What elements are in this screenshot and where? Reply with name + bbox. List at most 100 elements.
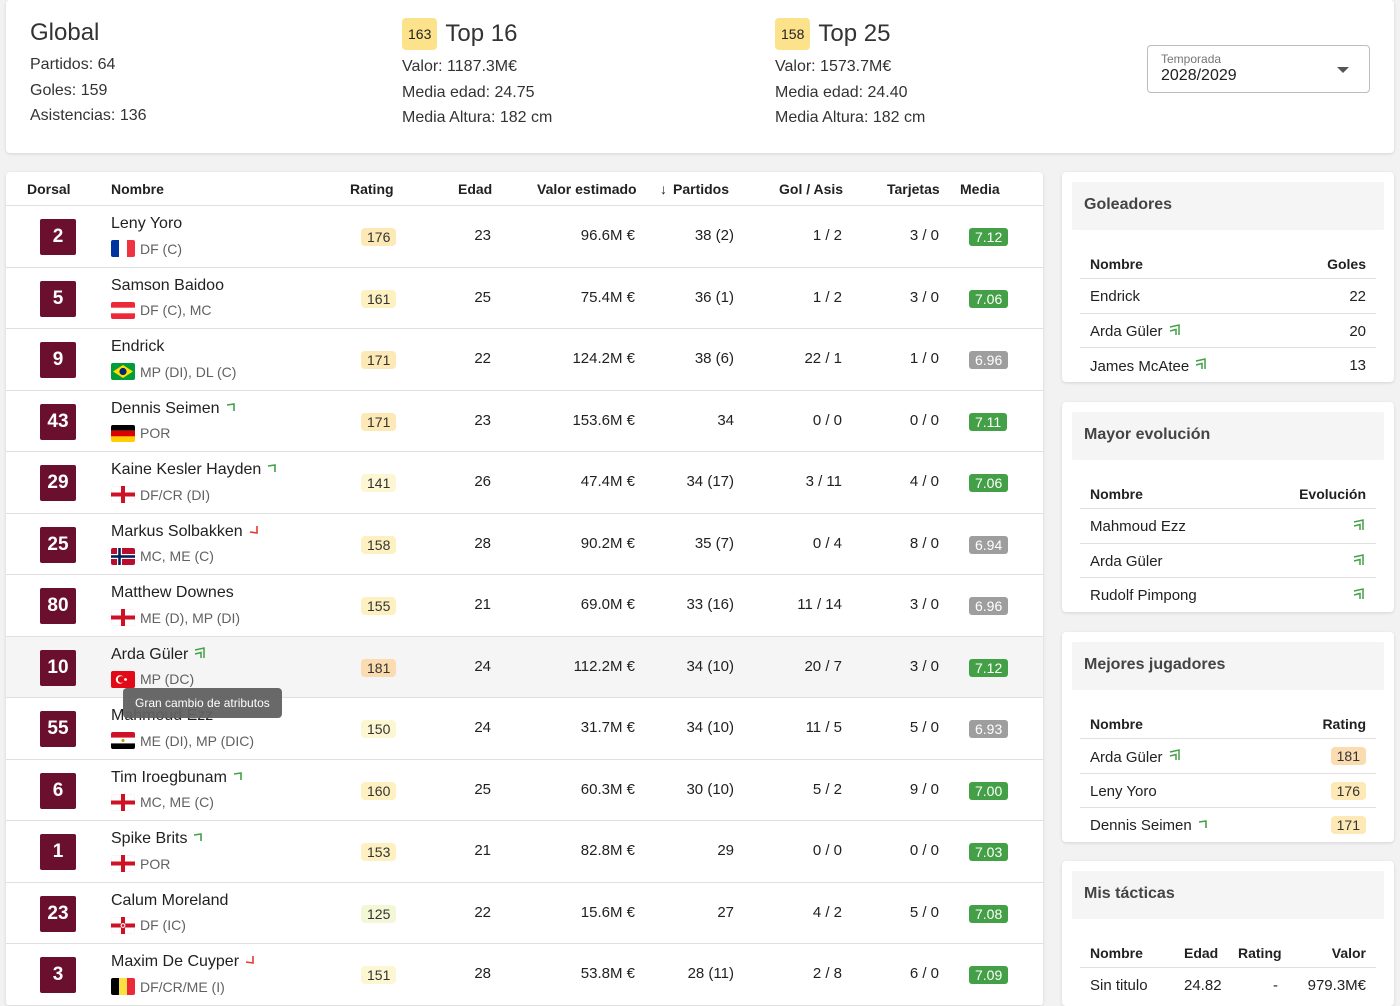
table-row[interactable]: 1 Spike Brits POR 153 21 82.8M € 29 0 / … [6,821,1043,883]
player-name[interactable]: Calum Moreland [111,892,228,910]
dorsal-badge: 3 [40,957,76,993]
table-row[interactable]: 2 Leny Yoro DF (C) 176 23 96.6M € 38 (2)… [6,206,1043,268]
trend-double-up-icon [1168,748,1182,766]
trend-up-icon [192,830,204,848]
table-row[interactable]: 10 Arda Güler MP (DC) 181 24 112.2M € 34… [6,636,1043,698]
evolucion-name[interactable]: Mahmoud Ezz [1090,518,1186,535]
evolucion-row[interactable]: Rudolf Pimpong [1080,578,1376,613]
mejores-name[interactable]: Leny Yoro [1090,783,1157,800]
tacticas-col-edad[interactable]: Edad [1184,945,1219,961]
media-chip: 7.09 [969,966,1009,984]
mejores-row[interactable]: Arda Güler 181 [1080,739,1376,774]
col-edad[interactable]: Edad [458,181,493,197]
goleadores-row[interactable]: Arda Güler 20 [1080,314,1376,348]
chevron-down-icon[interactable] [1337,67,1349,73]
col-media[interactable]: Media [960,181,1000,197]
goleadores-col-goles[interactable]: Goles [1327,256,1366,272]
table-row[interactable]: 80 Matthew Downes ME (D), MP (DI) 155 21… [6,575,1043,637]
table-row[interactable]: 25 Markus Solbakken MC, ME (C) 158 28 90… [6,514,1043,575]
matches-cell: 34 [717,411,734,429]
col-dorsal[interactable]: Dorsal [27,181,71,197]
player-name[interactable]: Kaine Kesler Hayden [111,461,278,479]
dorsal-badge: 43 [40,403,76,440]
dorsal-badge: 2 [40,219,76,255]
player-position: MP (DI), DL (C) [111,363,236,380]
mejores-col-rating[interactable]: Rating [1322,716,1366,732]
tacticas-row[interactable]: Sin titulo 24.82 - 979.3M€ [1080,968,1376,1003]
player-name[interactable]: Samson Baidoo [111,277,224,295]
player-name[interactable]: Matthew Downes [111,584,234,602]
table-row[interactable]: 23 Calum Moreland DF (IC) 125 22 15.6M €… [6,883,1043,944]
player-name[interactable]: Leny Yoro [111,215,182,233]
goleadores-name[interactable]: Endrick [1090,288,1140,305]
value-cell: 15.6M € [580,903,635,921]
table-row[interactable]: 6 Tim Iroegbunam MC, ME (C) 160 25 60.3M… [6,760,1043,821]
value-cell: 53.8M € [580,965,635,982]
goleadores-col-nombre[interactable]: Nombre [1090,256,1143,272]
top25-height: Media Altura: 182 cm [775,109,926,126]
col-partidos[interactable]: ↓ Partidos [660,181,729,197]
age-cell: 28 [474,965,491,982]
col-valor[interactable]: Valor estimado [537,181,637,197]
player-name-text: Kaine Kesler Hayden [111,461,262,478]
goals-assists-cell: 22 / 1 [804,350,842,367]
col-partidos-label: Partidos [673,181,730,197]
goleadores-row[interactable]: James McAtee 13 [1080,348,1376,383]
matches-cell: 35 (7) [694,534,734,552]
value-cell: 82.8M € [580,842,635,859]
player-position-text: MP (DC) [140,671,195,687]
col-tarjetas[interactable]: Tarjetas [887,181,940,197]
evolucion-name[interactable]: Arda Güler [1090,553,1163,570]
table-row[interactable]: 9 Endrick MP (DI), DL (C) 171 22 124.2M … [6,329,1043,391]
top16-value: Valor: 1187.3M€ [402,58,518,75]
matches-cell: 36 (1) [694,288,734,306]
evolucion-name[interactable]: Rudolf Pimpong [1090,587,1197,604]
evolucion-row[interactable]: Arda Güler [1080,544,1376,578]
player-name[interactable]: Arda Güler [111,646,207,665]
mejores-col-nombre[interactable]: Nombre [1090,716,1143,732]
player-name-text: Tim Iroegbunam [111,768,227,786]
player-position-text: DF/CR (DI) [140,486,210,503]
age-cell: 25 [474,780,491,798]
table-row[interactable]: 5 Samson Baidoo DF (C), MC 161 25 75.4M … [6,268,1043,329]
goleadores-name[interactable]: James McAtee [1090,357,1208,375]
player-position: ME (DI), MP (DIC) [111,732,254,749]
player-position-text: MP (DI), DL (C) [140,363,237,380]
goals-assists-cell: 11 / 5 [805,719,842,736]
player-name[interactable]: Tim Iroegbunam [111,769,244,787]
player-name[interactable]: Maxim De Cuyper [111,953,256,971]
evolucion-col-nombre[interactable]: Nombre [1090,486,1143,502]
goleadores-name[interactable]: Arda Güler [1090,323,1182,341]
value-cell: 60.3M € [580,780,635,798]
player-name-text: Arda Güler [111,646,189,663]
season-select[interactable]: Temporada 2028/2029 [1147,45,1370,93]
rating-chip: 125 [361,904,397,923]
col-nombre[interactable]: Nombre [111,181,164,197]
goleadores-row[interactable]: Endrick 22 [1080,279,1376,314]
media-chip: 7.11 [969,412,1008,431]
tacticas-col-rating[interactable]: Rating [1238,945,1282,961]
player-name[interactable]: Endrick [111,338,164,356]
col-rating[interactable]: Rating [350,181,394,197]
belgium-flag-icon [111,978,135,995]
matches-cell: 27 [717,903,734,921]
table-row[interactable]: 43 Dennis Seimen POR 171 23 153.6M € 34 … [6,391,1043,452]
table-row[interactable]: 29 Kaine Kesler Hayden DF/CR (DI) 141 26… [6,452,1043,514]
player-name[interactable]: Dennis Seimen [111,400,237,418]
tacticas-col-nombre[interactable]: Nombre [1090,945,1143,961]
evolucion-col-evolucion[interactable]: Evolución [1299,486,1366,502]
summary-global-goals: Goles: 159 [30,81,108,99]
mejores-row[interactable]: Dennis Seimen 171 [1080,808,1376,843]
player-name[interactable]: Markus Solbakken [111,523,260,541]
col-golasis[interactable]: Gol / Asis [779,181,844,197]
trend-double-up-icon [1352,553,1366,567]
tacticas-col-valor[interactable]: Valor [1331,945,1366,961]
mejores-name[interactable]: Arda Güler [1090,748,1182,766]
mejores-row[interactable]: Leny Yoro 176 [1080,774,1376,808]
player-name[interactable]: Spike Brits [111,830,204,848]
table-row[interactable]: 3 Maxim De Cuyper DF/CR/ME (I) 151 28 53… [6,944,1043,1006]
goleadores-header: Goleadores [1072,182,1384,230]
mejores-name[interactable]: Dennis Seimen [1090,817,1209,834]
evolucion-row[interactable]: Mahmoud Ezz [1080,509,1376,544]
player-position: POR [111,855,170,872]
